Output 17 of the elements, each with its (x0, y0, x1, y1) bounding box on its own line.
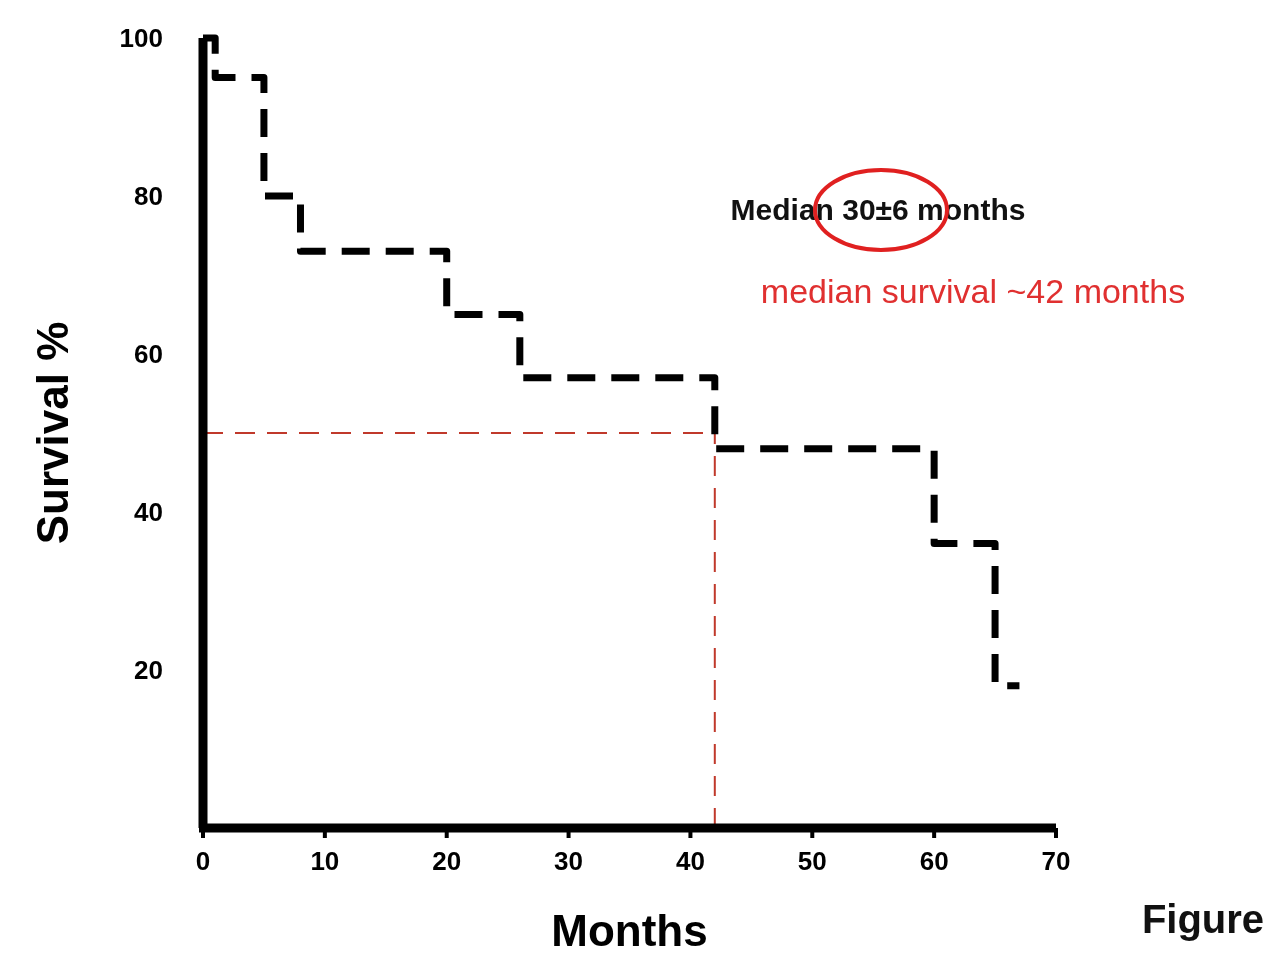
x-tick-label: 70 (1041, 846, 1071, 876)
x-tick-label: 50 (797, 846, 827, 876)
annotation: median survival ~42 months (760, 272, 1186, 310)
y-tick-label: 100 (119, 23, 163, 53)
y-axis-title: Survival % (28, 321, 77, 545)
x-tick-label: 0 (195, 846, 211, 876)
y-tick-label: 40 (134, 497, 163, 527)
text: Figure (1141, 897, 1265, 941)
x-tick-label: 60 (919, 846, 949, 876)
y-tick-label: 60 (134, 339, 163, 369)
x-tick-label: 30 (554, 846, 584, 876)
y-tick-label: 20 (134, 655, 163, 685)
x-tick-label: 40 (675, 846, 705, 876)
y-tick-label: 80 (134, 181, 163, 211)
x-axis-title: Months (551, 906, 708, 955)
x-tick-label: 20 (432, 846, 462, 876)
x-tick-label: 10 (310, 846, 340, 876)
